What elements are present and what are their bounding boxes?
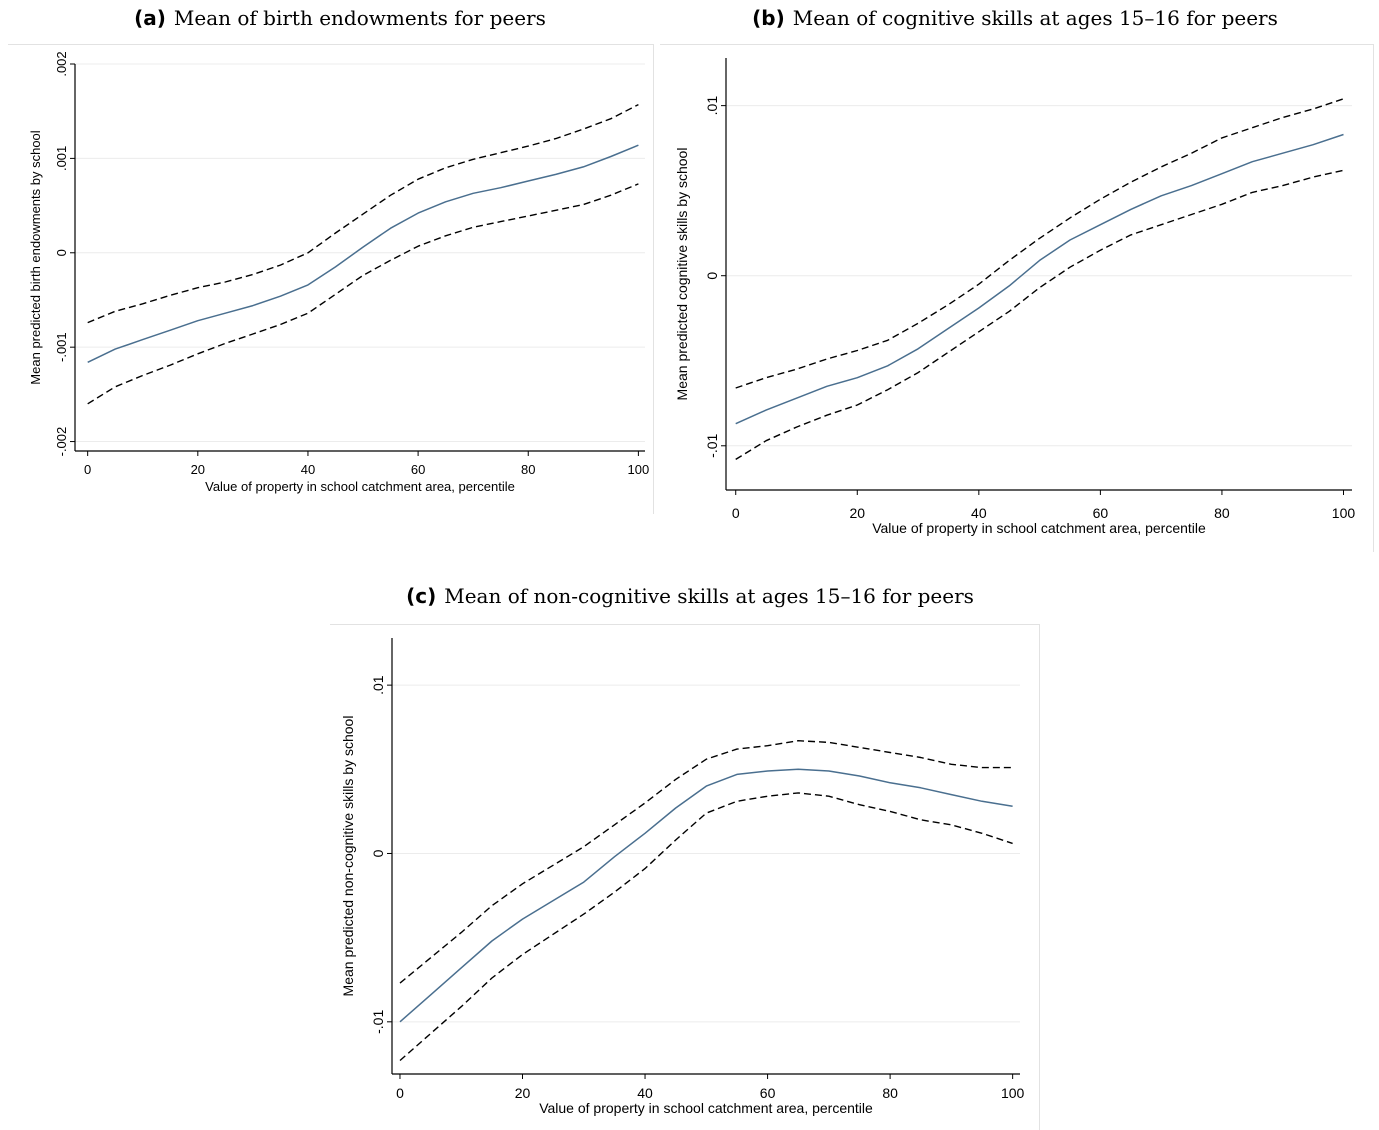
x-tick-label: 100 [628, 462, 650, 477]
series-line-upper [87, 103, 639, 324]
x-tick-label: 80 [521, 462, 535, 477]
y-axis-label: Mean predicted non-cognitive skills by s… [340, 716, 356, 997]
x-tick-label: 80 [1214, 505, 1230, 521]
x-tick-label: 0 [396, 1085, 404, 1101]
caption-c-text: Mean of non-cognitive skills at ages 15–… [444, 584, 974, 608]
panel-border [8, 44, 654, 514]
x-axis-label: Value of property in school catchment ar… [539, 1100, 873, 1116]
y-tick-label: .001 [54, 146, 69, 171]
y-tick-label: 0 [54, 249, 69, 256]
x-tick-label: 40 [971, 505, 987, 521]
x-tick-label: 80 [882, 1085, 898, 1101]
caption-c: (c) Mean of non-cognitive skills at ages … [300, 584, 1080, 608]
x-tick-label: 20 [849, 505, 865, 521]
series-line-lower [735, 169, 1344, 460]
caption-b-text: Mean of cognitive skills at ages 15–16 f… [792, 6, 1278, 30]
series-line-estimate [735, 133, 1344, 425]
x-tick-label: 20 [191, 462, 205, 477]
x-tick-label: 60 [1093, 505, 1109, 521]
y-axis-label: Mean predicted birth endowments by schoo… [28, 130, 43, 384]
series-line-lower [87, 183, 639, 405]
y-axis-label: Mean predicted cognitive skills by schoo… [674, 148, 690, 401]
series-line-estimate [399, 768, 1013, 1023]
y-tick-label: 0 [704, 272, 720, 280]
caption-c-tag: (c) [406, 584, 437, 608]
x-tick-label: 100 [1001, 1085, 1025, 1101]
series-line-lower [399, 792, 1013, 1062]
chart-a: -.002 -.001 0 .001 .002 0 20 40 60 80 100 Value of … [8, 44, 654, 514]
caption-b-tag: (b) [752, 6, 785, 30]
caption-a: (a) Mean of birth endowments for peers [30, 6, 650, 30]
x-tick-label: 60 [760, 1085, 776, 1101]
y-tick-label: -.01 [704, 434, 720, 458]
x-tick-label: 0 [732, 505, 740, 521]
chart-c: -.01 0 .01 0 20 40 60 80 100 Value of property in… [330, 624, 1040, 1130]
series-line-upper [399, 739, 1013, 984]
x-tick-label: 20 [515, 1085, 531, 1101]
chart-b: -.01 0 .01 0 20 40 60 80 100 Value of property in… [660, 44, 1374, 552]
y-tick-label: .002 [54, 51, 69, 76]
x-axis-label: Value of property in school catchment ar… [205, 479, 515, 494]
caption-a-text: Mean of birth endowments for peers [173, 6, 546, 30]
x-tick-label: 40 [637, 1085, 653, 1101]
series-line-upper [735, 98, 1344, 389]
x-tick-label: 60 [411, 462, 425, 477]
x-tick-label: 40 [301, 462, 315, 477]
caption-a-tag: (a) [134, 6, 166, 30]
x-tick-label: 0 [84, 462, 91, 477]
y-tick-label: .01 [370, 675, 386, 695]
caption-b: (b) Mean of cognitive skills at ages 15–1… [700, 6, 1330, 30]
y-tick-label: -.001 [54, 332, 69, 362]
panel-border [330, 624, 1040, 1130]
y-tick-label: -.002 [54, 427, 69, 457]
x-tick-label: 100 [1332, 505, 1356, 521]
y-tick-label: 0 [370, 849, 386, 857]
panel-border [660, 44, 1374, 552]
y-tick-label: -.01 [370, 1010, 386, 1034]
series-line-estimate [87, 144, 639, 363]
y-tick-label: .01 [704, 96, 720, 116]
x-axis-label: Value of property in school catchment ar… [872, 520, 1206, 536]
